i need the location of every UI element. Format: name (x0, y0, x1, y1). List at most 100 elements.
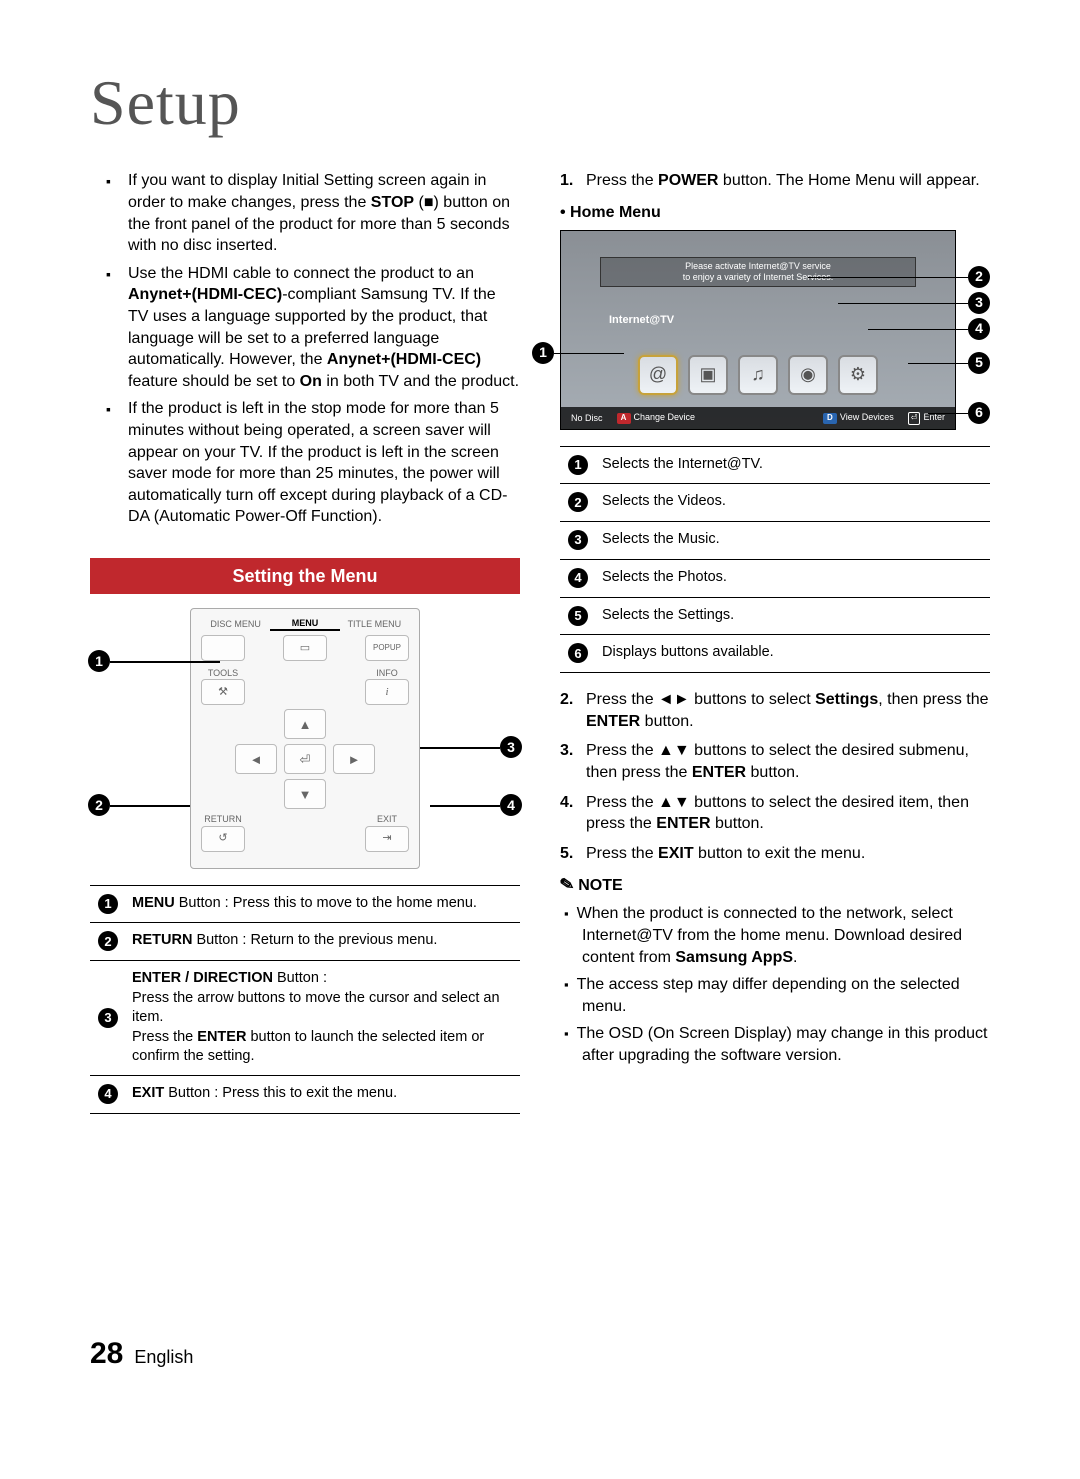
internet-tv-label: Internet@TV (609, 313, 674, 328)
row-badge: 4 (568, 568, 588, 588)
note-item-3: The OSD (On Screen Display) may change i… (560, 1023, 990, 1066)
remote-label-info: INFO (365, 667, 409, 679)
note-bullets: When the product is connected to the net… (560, 903, 990, 1066)
videos-icon: ▣ (688, 355, 728, 395)
banner-line-1: Please activate Internet@TV service (605, 261, 910, 272)
remote-callout-3: 3 (500, 736, 522, 758)
hm-callout-5: 5 (968, 352, 990, 374)
row-badge: 1 (568, 455, 588, 475)
remote-button-discmenu (201, 635, 245, 661)
home-menu-bottombar: No Disc AChange Device DView Devices ⏎En… (561, 407, 955, 429)
manual-page: Setup If you want to display Initial Set… (0, 0, 1080, 1414)
remote-callout-4: 4 (500, 794, 522, 816)
remote-button-return: ↺ (201, 826, 245, 852)
remote-label-return: RETURN (201, 813, 245, 825)
photos-icon: ◉ (788, 355, 828, 395)
remote-description-table: 1MENU Button : Press this to move to the… (90, 885, 520, 1114)
page-number: 28 (90, 1337, 123, 1370)
remote-table-cell: MENU Button : Press this to move to the … (126, 885, 520, 923)
home-table-row: 4 Selects the Photos. (560, 559, 990, 597)
home-table-row: 1 Selects the Internet@TV. (560, 446, 990, 484)
page-title: Setup (90, 60, 990, 146)
home-table-cell: Selects the Photos. (596, 559, 990, 597)
hm-callout-6: 6 (968, 402, 990, 424)
note-item-2: The access step may differ depending on … (560, 974, 990, 1017)
step-5: Press the EXIT button to exit the menu. (560, 843, 990, 865)
note-icon: ✎ (558, 873, 576, 898)
remote-table-cell: ENTER / DIRECTION Button :Press the arro… (126, 961, 520, 1076)
dpad-enter: ⏎ (284, 744, 326, 774)
remote-button-popup: POPUP (365, 635, 409, 661)
remote-button-tools: ⚒ (201, 679, 245, 705)
remote-button-menu: ▭ (283, 635, 327, 661)
intro-bullet-2: Use the HDMI cable to connect the produc… (128, 263, 520, 393)
settings-icon: ⚙ (838, 355, 878, 395)
home-table-row: 3 Selects the Music. (560, 522, 990, 560)
remote-body: DISC MENU MENU TITLE MENU ▭ POPUP TOOLS … (190, 608, 420, 868)
note-heading: ✎NOTE (560, 874, 990, 897)
intro-bullet-1: If you want to display Initial Setting s… (128, 170, 520, 256)
step-3: Press the ▲▼ buttons to select the desir… (560, 740, 990, 783)
page-language: English (134, 1347, 193, 1367)
remote-diagram: DISC MENU MENU TITLE MENU ▭ POPUP TOOLS … (90, 608, 520, 868)
remote-table-cell: EXIT Button : Press this to exit the men… (126, 1075, 520, 1113)
steps-list: Press the POWER button. The Home Menu wi… (560, 170, 990, 192)
row-badge: 2 (568, 492, 588, 512)
note-item-1: When the product is connected to the net… (560, 903, 990, 968)
home-table-cell: Selects the Settings. (596, 597, 990, 635)
row-badge: 4 (98, 1084, 118, 1104)
row-badge: 5 (568, 606, 588, 626)
remote-label-titlemenu: TITLE MENU (340, 618, 409, 630)
remote-table-row: 4 EXIT Button : Press this to exit the me… (90, 1075, 520, 1113)
remote-label-tools: TOOLS (201, 667, 245, 679)
remote-table-row: 3 ENTER / DIRECTION Button :Press the arr… (90, 961, 520, 1076)
section-header-setting-menu: Setting the Menu (90, 558, 520, 594)
home-table-row: 6 Displays buttons available. (560, 635, 990, 673)
home-table-cell: Selects the Music. (596, 522, 990, 560)
bottombar-change: AChange Device (617, 411, 696, 424)
dpad-up: ▲ (284, 709, 326, 739)
step-2: Press the ◄► buttons to select Settings,… (560, 689, 990, 732)
row-badge: 3 (98, 1008, 118, 1028)
right-column: Press the POWER button. The Home Menu wi… (560, 170, 990, 1113)
remote-label-discmenu: DISC MENU (201, 618, 270, 630)
dpad-right: ► (333, 744, 375, 774)
home-menu-label: • Home Menu (560, 202, 990, 224)
two-column-layout: If you want to display Initial Setting s… (90, 170, 990, 1113)
home-menu-icons: @ ▣ ♫ ◉ ⚙ (561, 355, 955, 395)
remote-callout-2: 2 (88, 794, 110, 816)
remote-table-row: 2RETURN Button : Return to the previous … (90, 923, 520, 961)
home-table-cell: Displays buttons available. (596, 635, 990, 673)
remote-dpad: ▲ ▼ ◄ ► ⏎ (235, 709, 375, 809)
intro-bullet-3: If the product is left in the stop mode … (128, 398, 520, 528)
remote-label-menu: MENU (270, 617, 339, 631)
dpad-down: ▼ (284, 779, 326, 809)
steps-2-5: Press the ◄► buttons to select Settings,… (560, 689, 990, 864)
bottombar-view: DView Devices (823, 411, 894, 424)
music-icon: ♫ (738, 355, 778, 395)
hm-callout-3: 3 (968, 292, 990, 314)
home-menu-figure-wrap: Please activate Internet@TV service to e… (560, 230, 990, 430)
step-4: Press the ▲▼ buttons to select the desir… (560, 792, 990, 835)
intro-bullets: If you want to display Initial Setting s… (90, 170, 520, 528)
page-footer: 28 English (90, 1334, 990, 1375)
hm-callout-1: 1 (532, 342, 554, 364)
left-column: If you want to display Initial Setting s… (90, 170, 520, 1113)
home-menu-banner: Please activate Internet@TV service to e… (600, 257, 915, 288)
home-table-cell: Selects the Videos. (596, 484, 990, 522)
remote-button-exit: ⇥ (365, 826, 409, 852)
dpad-left: ◄ (235, 744, 277, 774)
hm-callout-4: 4 (968, 318, 990, 340)
remote-callout-1: 1 (88, 650, 110, 672)
hm-callout-2: 2 (968, 266, 990, 288)
home-menu-table: 1 Selects the Internet@TV. 2 Selects the Vi… (560, 446, 990, 674)
home-table-cell: Selects the Internet@TV. (596, 446, 990, 484)
home-table-row: 5 Selects the Settings. (560, 597, 990, 635)
step-1: Press the POWER button. The Home Menu wi… (560, 170, 990, 192)
row-badge: 3 (568, 530, 588, 550)
remote-table-row: 1MENU Button : Press this to move to the… (90, 885, 520, 923)
remote-button-info: i (365, 679, 409, 705)
bottombar-nodisc: No Disc (571, 412, 603, 424)
row-badge: 6 (568, 643, 588, 663)
home-table-row: 2 Selects the Videos. (560, 484, 990, 522)
